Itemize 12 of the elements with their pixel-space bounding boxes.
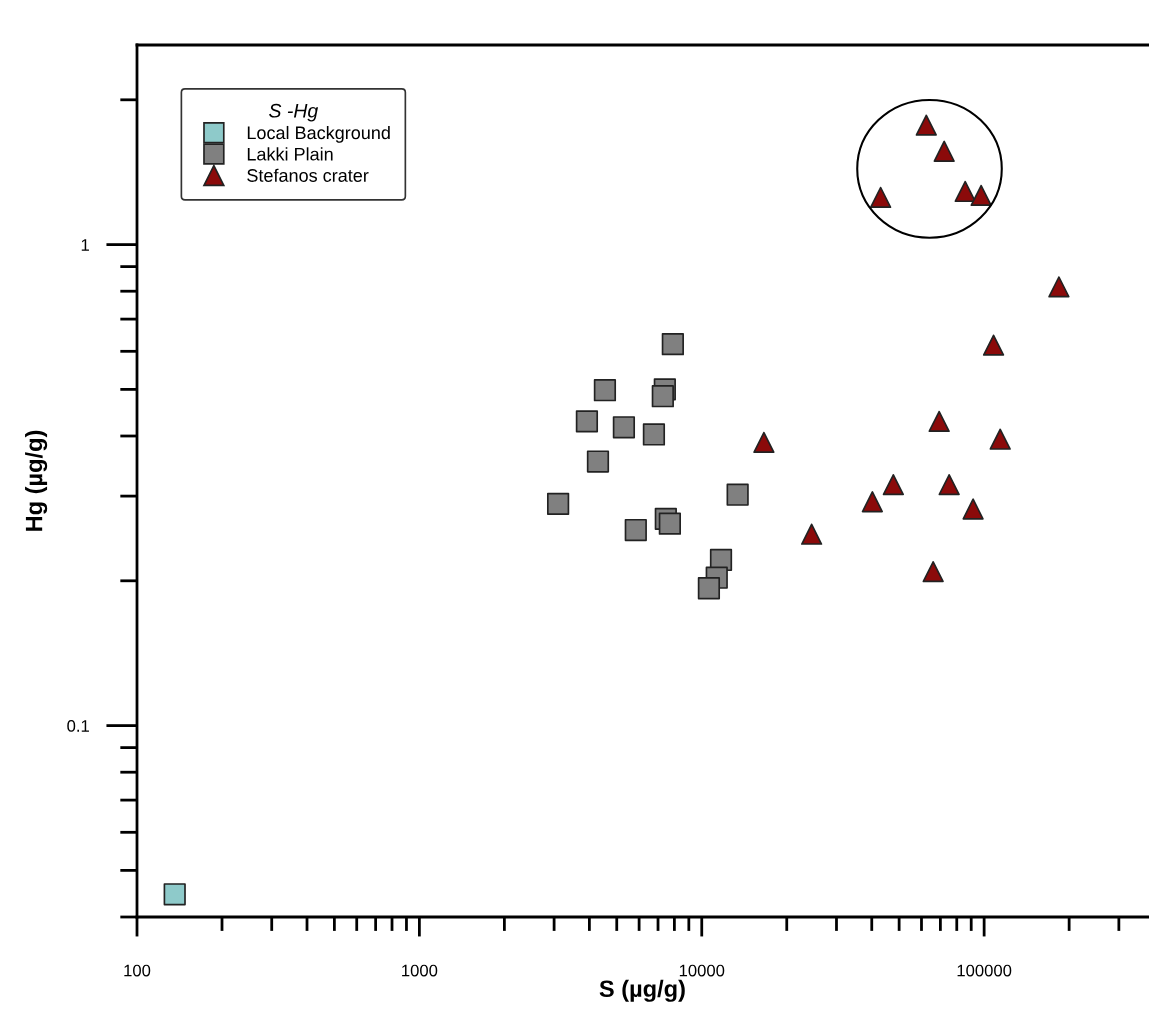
x-tick-label: 100000 <box>957 964 1012 977</box>
x-tick-label: 10000 <box>679 964 725 977</box>
y-tick-label: 0.1 <box>67 719 89 732</box>
legend-label: Stefanos crater <box>247 168 369 182</box>
legend-label: Lakki Plain <box>247 147 333 161</box>
legend-label: Local Background <box>247 125 390 143</box>
y-axis-title: Hg (µg/g) <box>25 430 48 531</box>
legend-title: S -Hg <box>269 103 319 122</box>
x-tick-label: 100 <box>124 964 151 977</box>
x-tick-label: 1000 <box>402 964 438 977</box>
y-tick-label: 1 <box>81 239 89 251</box>
x-axis-title: S (µg/g) <box>599 979 685 1002</box>
